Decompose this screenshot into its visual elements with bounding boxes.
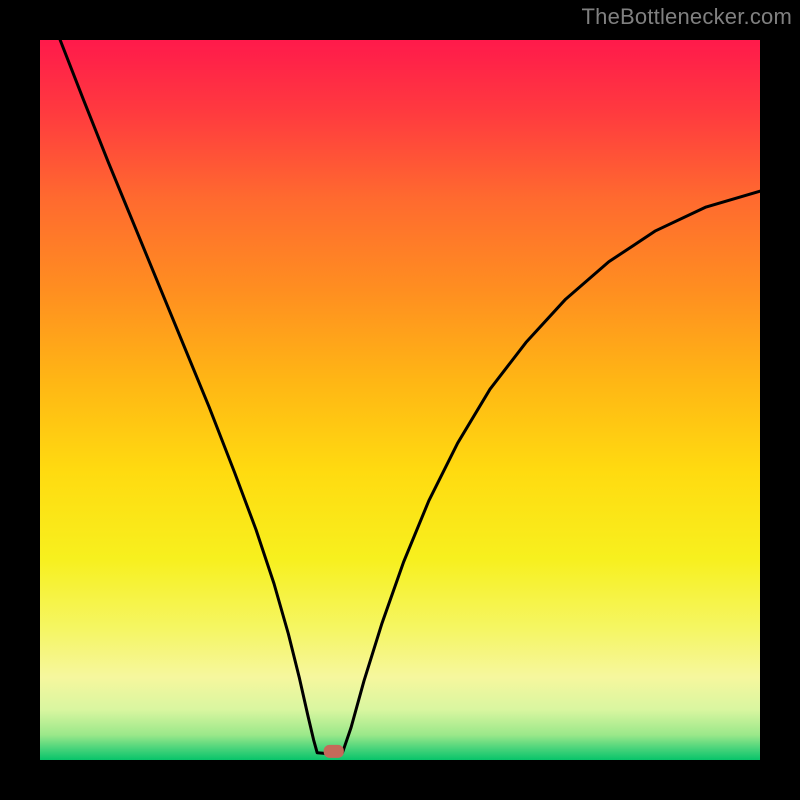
chart-stage: TheBottlenecker.com (0, 0, 800, 800)
plot-background (40, 40, 760, 760)
watermark-text: TheBottlenecker.com (582, 4, 792, 30)
optimal-marker (324, 745, 344, 758)
chart-svg (0, 0, 800, 800)
